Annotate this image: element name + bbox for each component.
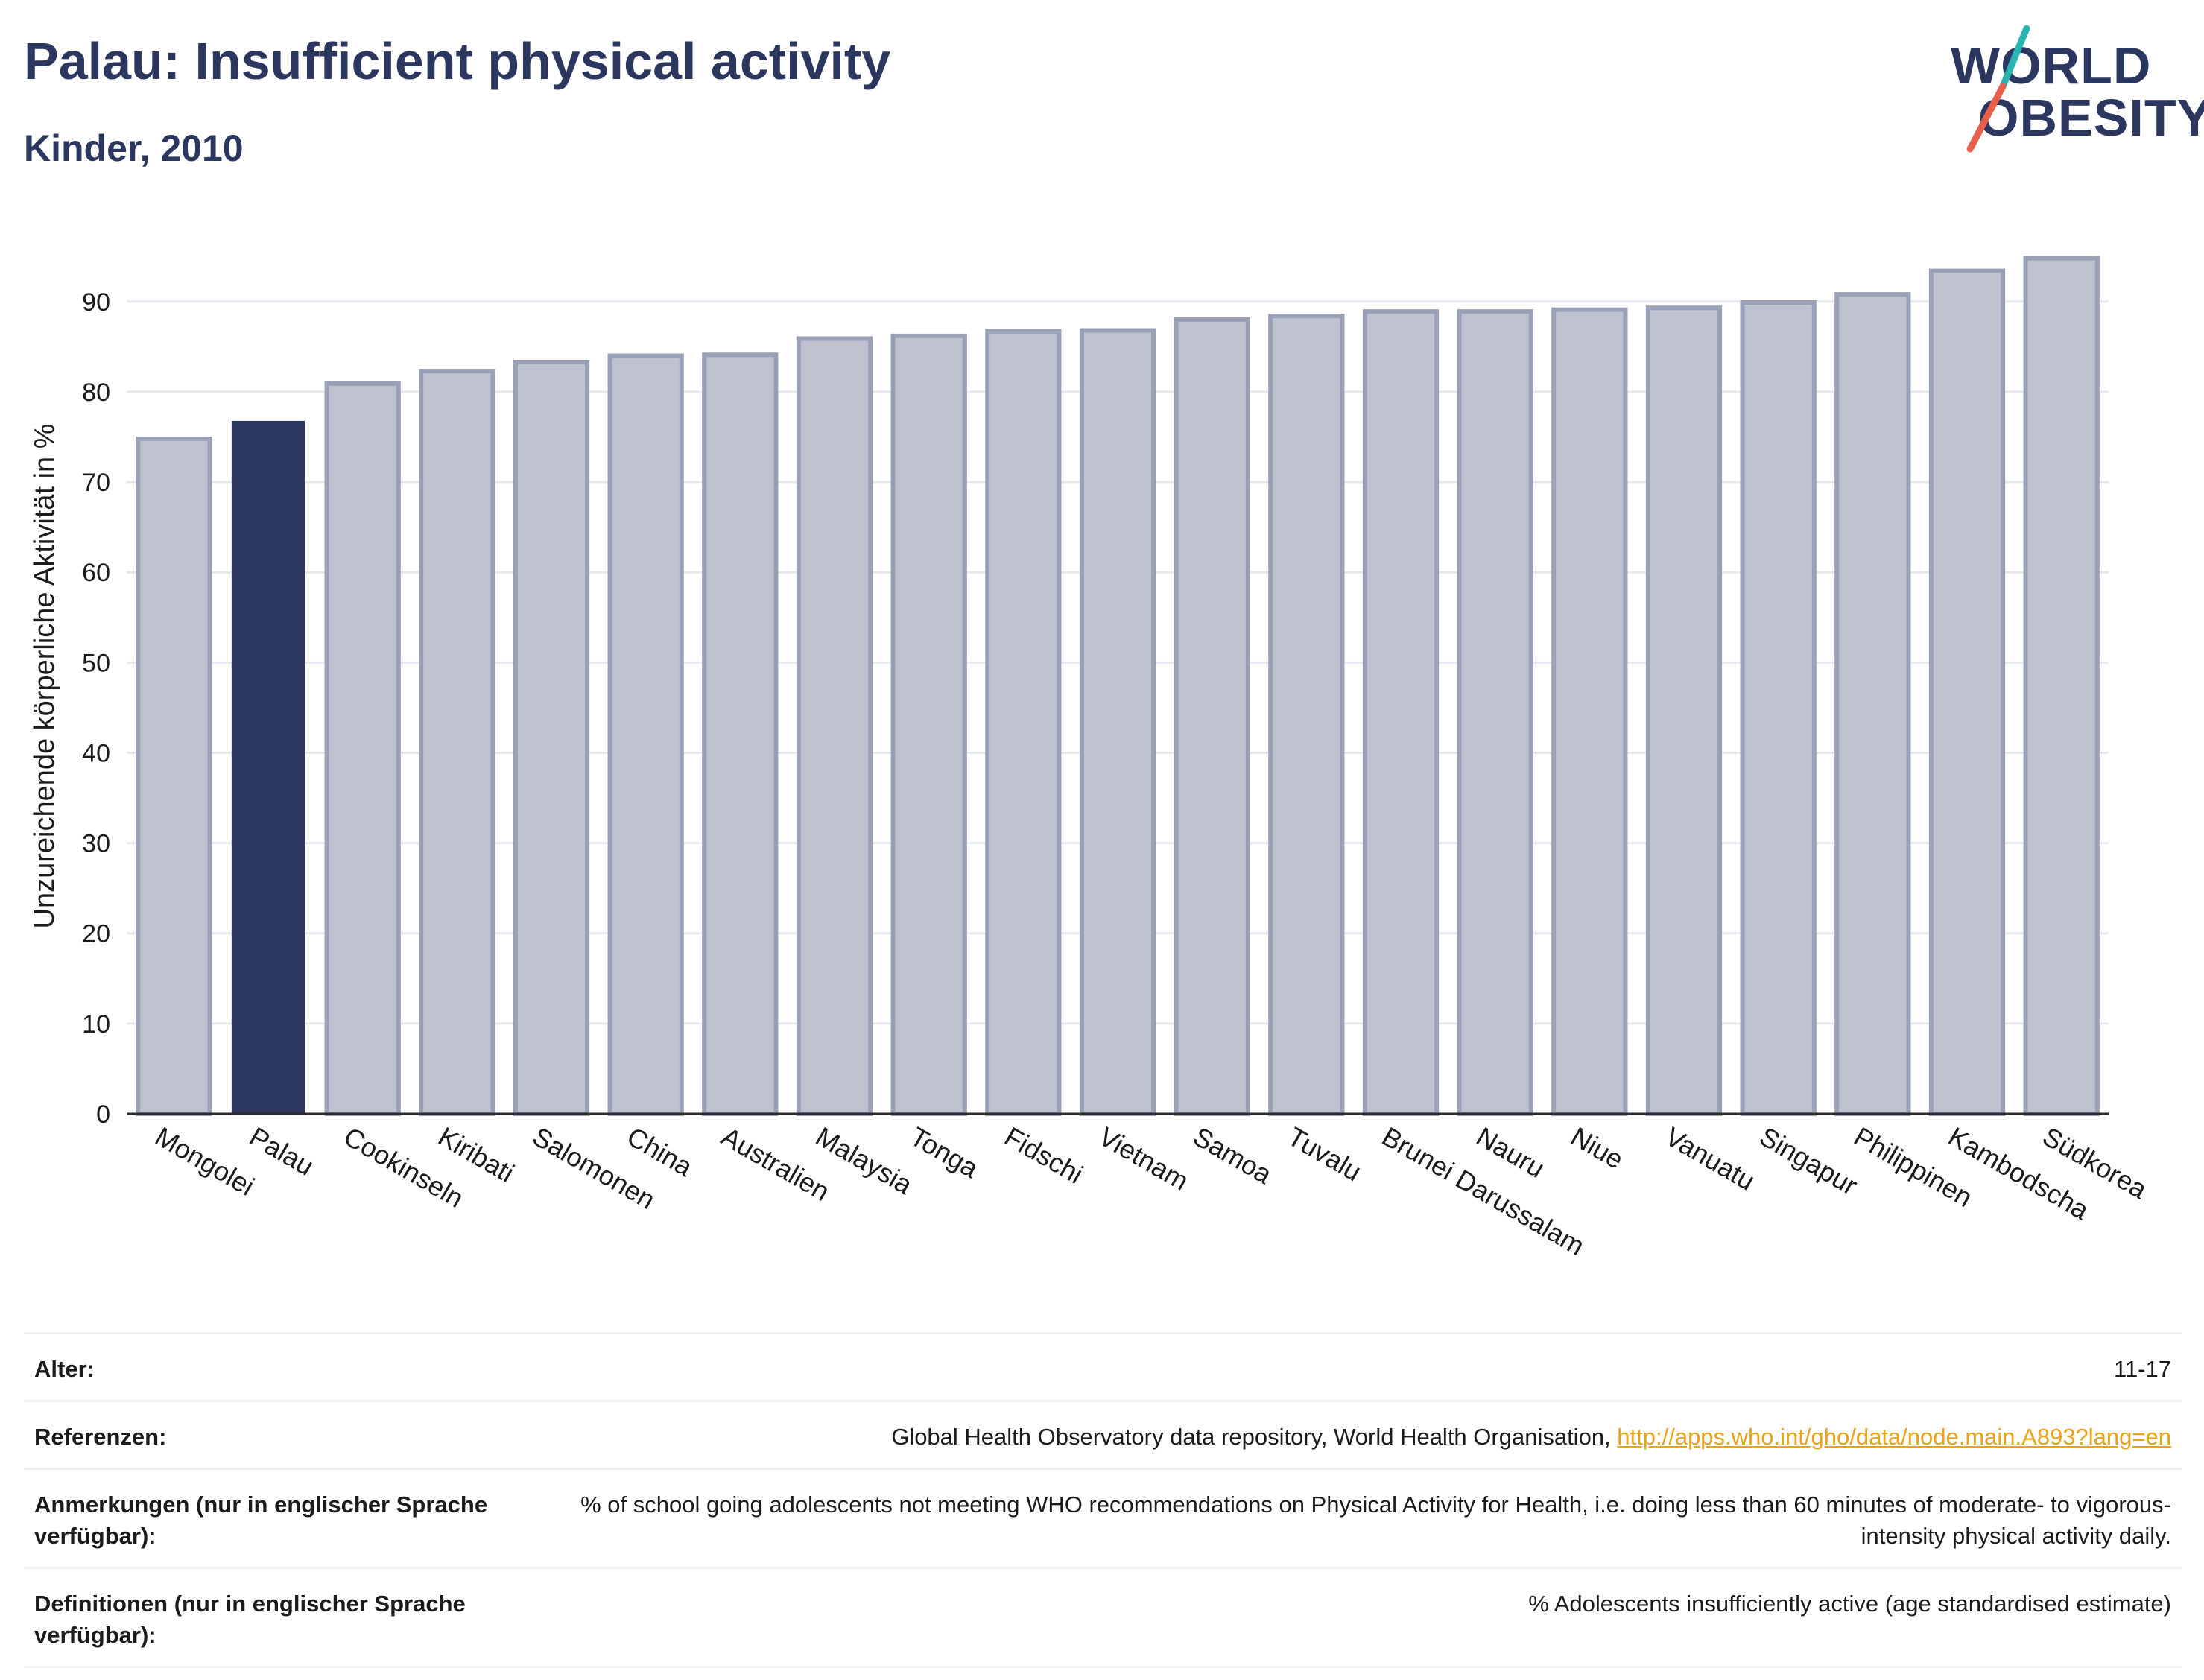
info-value: 11-17 — [2114, 1356, 2171, 1382]
info-value: % of school going adolescents not meetin… — [580, 1492, 2171, 1549]
bar-nauru — [1457, 309, 1533, 1117]
bar-tuvalu — [1268, 314, 1345, 1116]
y-tick-label: 10 — [82, 1010, 110, 1039]
info-row-age: Alter: 11-17 — [24, 1332, 2182, 1400]
x-tick-label: Singapur — [1755, 1120, 1863, 1201]
y-tick-label: 40 — [82, 739, 110, 767]
info-key: Definitionen (nur in englischer Sprache … — [34, 1591, 466, 1648]
world-obesity-logo: WORLD OBESITY — [1937, 22, 2204, 164]
y-axis-label: Unzureichende körperliche Aktivität in % — [29, 423, 60, 928]
y-tick-label: 20 — [82, 920, 110, 948]
x-tick-label: Australien — [716, 1120, 835, 1207]
logo-slash-icon — [1966, 25, 2030, 153]
bar-samoa — [1174, 317, 1250, 1116]
info-key: Alter: — [34, 1356, 95, 1382]
bar-niue — [1551, 307, 1628, 1116]
y-tick-label: 60 — [82, 559, 110, 587]
reference-link[interactable]: http://apps.who.int/gho/data/node.main.A… — [1617, 1424, 2171, 1450]
x-tick-label: Tuvalu — [1282, 1120, 1367, 1187]
x-tick-label: Fidschi — [999, 1120, 1088, 1190]
bar-singapur — [1740, 300, 1817, 1117]
bar-brunei-darussalam — [1362, 309, 1440, 1117]
info-row-definitions: Definitionen (nur in englischer Sprache … — [24, 1567, 2182, 1668]
x-tick-label: Vanuatu — [1660, 1120, 1760, 1196]
x-tick-label: Niue — [1565, 1120, 1629, 1175]
bar-vietnam — [1079, 328, 1156, 1117]
bar-malaysia — [796, 336, 873, 1117]
y-tick-label: 90 — [82, 288, 110, 317]
y-tick-label: 70 — [82, 469, 110, 497]
y-tick-label: 50 — [82, 649, 110, 677]
x-tick-label: Samoa — [1188, 1120, 1278, 1190]
y-tick-label: 30 — [82, 830, 110, 858]
bar-china — [607, 353, 684, 1116]
info-value: % Adolescents insufficiently active (age… — [1528, 1591, 2171, 1617]
x-tick-label: Vietnam — [1094, 1120, 1194, 1196]
chart-subtitle: Kinder, 2010 — [24, 127, 244, 169]
bar-fidschi — [985, 329, 1062, 1116]
y-tick-label: 80 — [82, 378, 110, 407]
x-tick-label: Mongolei — [150, 1120, 259, 1202]
bar-kiribati — [419, 369, 495, 1116]
chart-title: Palau: Insufficient physical activity — [24, 32, 891, 90]
bar-cookinseln — [324, 381, 401, 1117]
bar-kambodscha — [1928, 268, 2006, 1116]
reference-text: Global Health Observatory data repositor… — [891, 1424, 1618, 1450]
info-table: Alter: 11-17 Referenzen: Global Health O… — [24, 1332, 2182, 1668]
info-row-references: Referenzen: Global Health Observatory da… — [24, 1400, 2182, 1468]
info-value: Global Health Observatory data repositor… — [891, 1421, 2171, 1453]
bar-philippinen — [1834, 292, 1911, 1116]
info-row-notes: Anmerkungen (nur in englischer Sprache v… — [24, 1468, 2182, 1567]
bar-tonga — [890, 333, 967, 1117]
bar-australien — [702, 352, 779, 1117]
bar-vanuatu — [1645, 305, 1723, 1116]
bar-palau — [231, 420, 305, 1115]
y-tick-label: 0 — [96, 1100, 110, 1129]
info-key: Anmerkungen (nur in englischer Sprache v… — [34, 1492, 488, 1549]
bar-südkorea — [2023, 256, 2100, 1116]
logo-line-1: WORLD — [1951, 37, 2152, 95]
info-key: Referenzen: — [34, 1424, 167, 1450]
bar-mongolei — [136, 436, 212, 1116]
bar-salomonen — [513, 359, 590, 1116]
logo-line-2: OBESITY — [1978, 89, 2204, 147]
